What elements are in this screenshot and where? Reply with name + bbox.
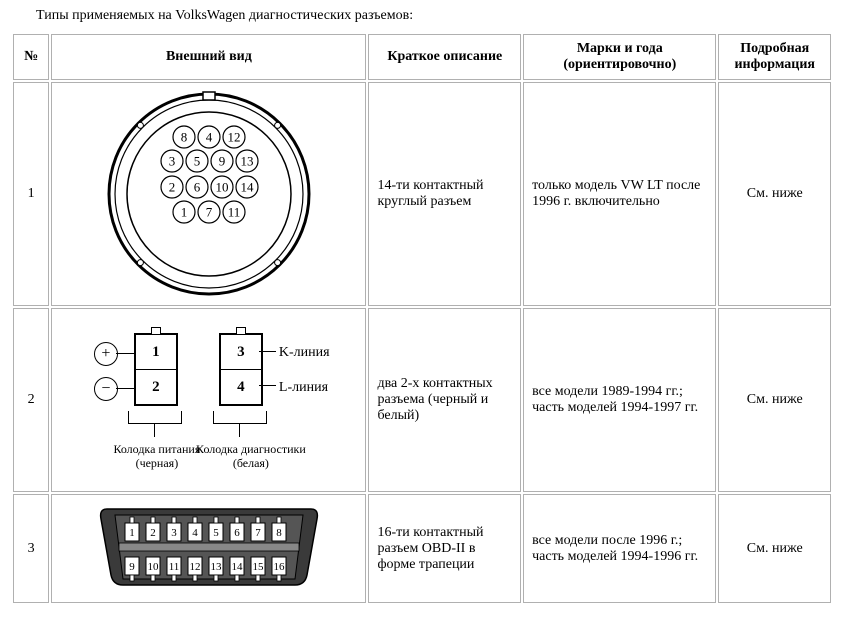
cell-marks: все модели 1989-1994 гг.; часть моделей …: [523, 308, 716, 492]
svg-text:9: 9: [219, 154, 226, 169]
cell-info: См. ниже: [718, 308, 831, 492]
svg-text:5: 5: [213, 527, 219, 539]
svg-text:13: 13: [240, 154, 253, 169]
cell-view: 4 8 12 3 5 9 13 2 6 10 14 1 7 11: [51, 82, 366, 306]
connector-obd2-diagram: 12345678910111213141516: [89, 501, 329, 596]
svg-text:7: 7: [206, 205, 213, 220]
svg-text:2: 2: [150, 527, 156, 539]
svg-text:11: 11: [169, 561, 180, 573]
th-desc: Краткое описание: [368, 34, 521, 80]
svg-text:6: 6: [194, 180, 201, 195]
cell-marks: только модель VW LT после 1996 г. включи…: [523, 82, 716, 306]
cell-view: 1234+−K-линияL-линияКолодка питания(черн…: [51, 308, 366, 492]
table-row: 3 12345678910111213141516 16-ти контактн…: [13, 494, 831, 603]
connectors-table: № Внешний вид Краткое описание Марки и г…: [11, 32, 833, 605]
svg-text:5: 5: [194, 154, 201, 169]
cell-desc: 14-ти контактный круглый разъем: [368, 82, 521, 306]
th-marks: Марки и года (ориентировочно): [523, 34, 716, 80]
table-row: 2 1234+−K-линияL-линияКолодка питания(че…: [13, 308, 831, 492]
svg-text:15: 15: [252, 561, 264, 573]
cell-num: 1: [13, 82, 49, 306]
cell-marks: все модели после 1996 г.; часть моделей …: [523, 494, 716, 603]
svg-text:8: 8: [276, 527, 282, 539]
connector-14pin-round-diagram: 4 8 12 3 5 9 13 2 6 10 14 1 7 11: [104, 89, 314, 299]
cell-num: 2: [13, 308, 49, 492]
page-title: Типы применяемых на VolksWagen диагности…: [36, 8, 836, 24]
cell-view: 12345678910111213141516: [51, 494, 366, 603]
svg-text:1: 1: [129, 527, 135, 539]
svg-text:4: 4: [192, 527, 198, 539]
svg-text:13: 13: [210, 561, 222, 573]
svg-text:16: 16: [273, 561, 285, 573]
th-num: №: [13, 34, 49, 80]
cell-num: 3: [13, 494, 49, 603]
cell-desc: 16-ти контактный разъем OBD-II в форме т…: [368, 494, 521, 603]
svg-text:10: 10: [215, 180, 228, 195]
svg-text:8: 8: [181, 130, 188, 145]
connector-two-2pin-diagram: 1234+−K-линияL-линияКолодка питания(черн…: [64, 315, 354, 485]
svg-text:10: 10: [147, 561, 159, 573]
cell-info: См. ниже: [718, 82, 831, 306]
svg-text:2: 2: [169, 180, 176, 195]
table-row: 1 4 8 12 3 5 9 13 2 6 10 14 1 7 11 14-ти контактный к…: [13, 82, 831, 306]
svg-text:1: 1: [181, 205, 188, 220]
svg-text:14: 14: [231, 561, 243, 573]
cell-desc: два 2-х контактных разъема (черный и бел…: [368, 308, 521, 492]
svg-text:3: 3: [169, 154, 176, 169]
svg-text:11: 11: [228, 205, 241, 220]
svg-text:9: 9: [129, 561, 135, 573]
th-info: Подробная информация: [718, 34, 831, 80]
svg-text:12: 12: [189, 561, 200, 573]
svg-text:7: 7: [255, 527, 261, 539]
svg-text:12: 12: [227, 130, 240, 145]
table-header-row: № Внешний вид Краткое описание Марки и г…: [13, 34, 831, 80]
svg-text:6: 6: [234, 527, 240, 539]
th-view: Внешний вид: [51, 34, 366, 80]
svg-text:4: 4: [206, 130, 213, 145]
svg-text:14: 14: [240, 180, 254, 195]
cell-info: См. ниже: [718, 494, 831, 603]
svg-text:3: 3: [171, 527, 177, 539]
